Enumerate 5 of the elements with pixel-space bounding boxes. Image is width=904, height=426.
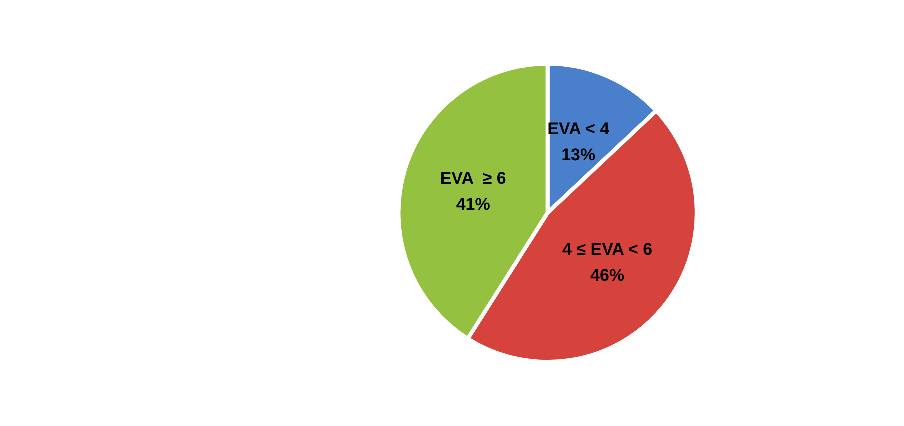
- data-label: 13%: [562, 145, 596, 164]
- data-label: 46%: [590, 266, 625, 285]
- slice-label: 4 ≤ EVA < 6: [562, 240, 653, 259]
- slice-label: EVA ≥ 6: [440, 168, 506, 188]
- data-label: 41%: [456, 194, 490, 214]
